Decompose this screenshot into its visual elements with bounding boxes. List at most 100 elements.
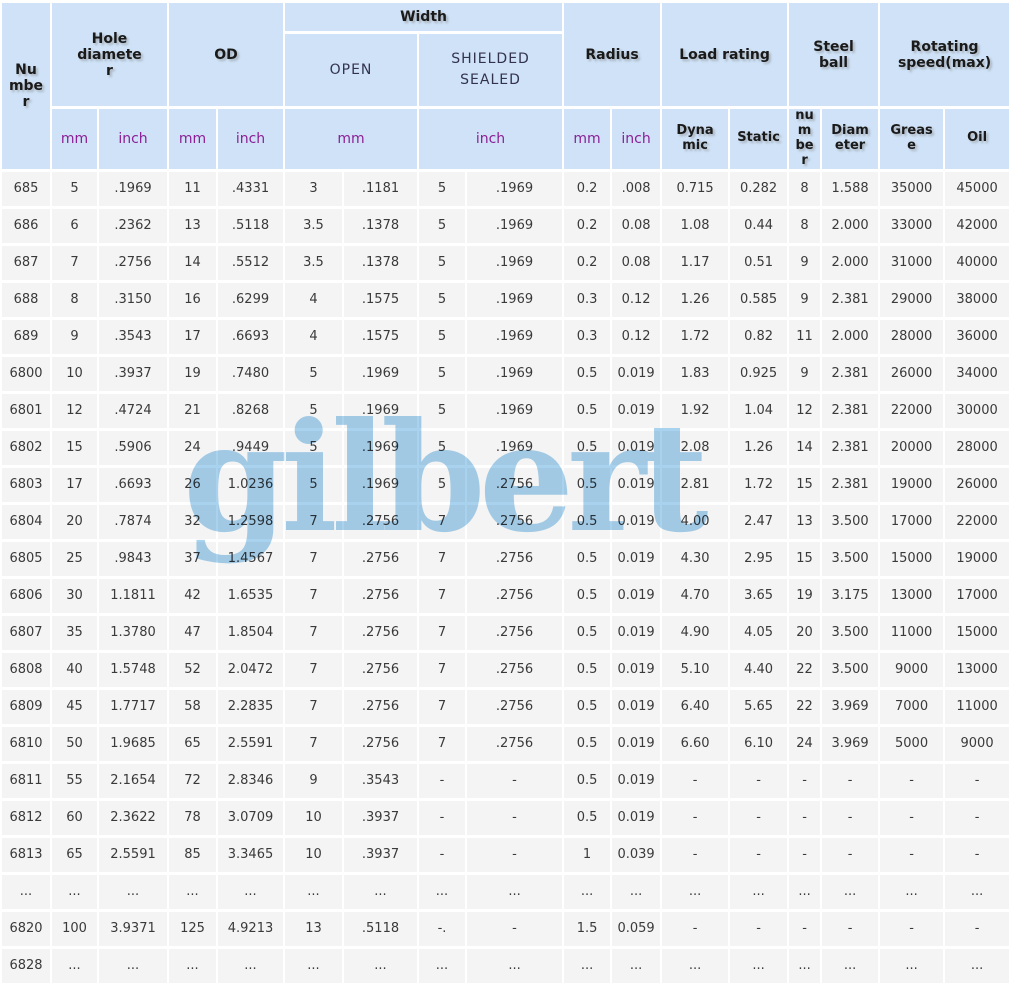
- table-row: 6801 12.4724 21.8268 5.1969 5.1969 0.5 0.019 1.…: [2, 393, 1009, 428]
- table-cell: 6812: [2, 800, 50, 835]
- table-cell: 29000: [880, 282, 944, 317]
- table-cell: ...: [52, 874, 97, 909]
- table-cell: 1.1811: [99, 578, 167, 613]
- table-cell: -: [945, 837, 1009, 872]
- table-cell: 0.5: [564, 800, 611, 835]
- table-cell: ...: [880, 948, 944, 983]
- table-cell: 1.72: [730, 467, 788, 502]
- table-cell: 0.12: [612, 282, 661, 317]
- table-cell: ...: [789, 948, 821, 983]
- table-cell: -: [880, 800, 944, 835]
- table-cell: 0.585: [730, 282, 788, 317]
- table-cell: 50: [52, 726, 97, 761]
- table-cell: 3.175: [822, 578, 879, 613]
- table-cell: 1.7717: [99, 689, 167, 724]
- table-cell: 11: [169, 171, 216, 206]
- header-width: Width: [285, 3, 563, 31]
- table-cell: ...: [822, 874, 879, 909]
- table-cell: ...: [419, 948, 465, 983]
- table-header: Number Hole diameter OD Width Radius Loa…: [2, 3, 1009, 169]
- table-cell: 8: [789, 208, 821, 243]
- table-cell: 6805: [2, 541, 50, 576]
- table-cell: 0.44: [730, 208, 788, 243]
- table-cell: 5: [419, 171, 465, 206]
- table-cell: 20: [52, 504, 97, 539]
- table-cell: .2756: [344, 615, 417, 650]
- table-cell: 4.70: [662, 578, 729, 613]
- table-cell: 15000: [880, 541, 944, 576]
- table-cell: ...: [789, 874, 821, 909]
- table-cell: .5906: [99, 430, 167, 465]
- table-cell: -: [662, 911, 729, 946]
- table-cell: 2.2835: [218, 689, 283, 724]
- table-cell: 2.81: [662, 467, 729, 502]
- table-cell: 9: [52, 319, 97, 354]
- table-cell: 1.9685: [99, 726, 167, 761]
- table-cell: 6802: [2, 430, 50, 465]
- table-cell: 3.65: [730, 578, 788, 613]
- table-cell: -: [880, 837, 944, 872]
- table-body: 685 5.1969 11.4331 3.1181 5.1969 0.2.008 0.715…: [2, 171, 1009, 983]
- table-cell: 26000: [880, 356, 944, 391]
- table-cell: 6.60: [662, 726, 729, 761]
- table-cell: 28000: [880, 319, 944, 354]
- table-cell: 15: [52, 430, 97, 465]
- table-cell: .1969: [467, 356, 563, 391]
- header-radius-mm: mm: [564, 109, 611, 169]
- table-cell: .5118: [344, 911, 417, 946]
- table-cell: 30: [52, 578, 97, 613]
- table-cell: 5000: [880, 726, 944, 761]
- table-cell: 19: [169, 356, 216, 391]
- header-load-rating: Load rating: [662, 3, 788, 106]
- header-rotating-speed: Rotating speed(max): [880, 3, 1009, 106]
- table-row: 6809 45 1.7717 58 2.2835 7.2756 7.2756 0.5 0.019…: [2, 689, 1009, 724]
- table-cell: 1: [564, 837, 611, 872]
- table-cell: .2362: [99, 208, 167, 243]
- table-cell: 5.10: [662, 652, 729, 687]
- table-cell: 20: [789, 615, 821, 650]
- table-cell: .1969: [99, 171, 167, 206]
- table-cell: 1.2598: [218, 504, 283, 539]
- table-cell: 42: [169, 578, 216, 613]
- header-oil: Oil: [945, 109, 1009, 169]
- table-cell: .2756: [344, 652, 417, 687]
- table-cell: .3937: [99, 356, 167, 391]
- table-cell: 7: [285, 541, 342, 576]
- table-cell: ...: [730, 874, 788, 909]
- table-cell: ...: [99, 948, 167, 983]
- table-row: 685 5.1969 11.4331 3.1181 5.1969 0.2.008 0.715…: [2, 171, 1009, 206]
- table-cell: 30000: [945, 393, 1009, 428]
- table-cell: 686: [2, 208, 50, 243]
- table-cell: 7: [419, 615, 465, 650]
- table-cell: 0.5: [564, 578, 611, 613]
- header-hole-diameter: Hole diameter: [52, 3, 167, 106]
- table-cell: 0.5: [564, 356, 611, 391]
- header-number: Number: [2, 3, 50, 169]
- table-cell: ...: [945, 874, 1009, 909]
- table-cell: ...: [52, 948, 97, 983]
- table-cell: 5: [419, 208, 465, 243]
- table-cell: .6693: [218, 319, 283, 354]
- table-cell: 4.90: [662, 615, 729, 650]
- table-cell: 33000: [880, 208, 944, 243]
- table-cell: 1.6535: [218, 578, 283, 613]
- table-cell: .2756: [344, 689, 417, 724]
- table-cell: 7: [52, 245, 97, 280]
- header-ball-number: number: [789, 109, 821, 169]
- table-cell: 5: [419, 430, 465, 465]
- table-row: 686 6.2362 13.5118 3.5.1378 5.1969 0.2 0.08 1.0…: [2, 208, 1009, 243]
- table-cell: ...: [169, 948, 216, 983]
- table-cell: 6811: [2, 763, 50, 798]
- table-cell: 17: [52, 467, 97, 502]
- table-cell: 0.019: [612, 763, 661, 798]
- table-cell: 0.019: [612, 467, 661, 502]
- table-cell: 78: [169, 800, 216, 835]
- table-cell: .3937: [344, 800, 417, 835]
- table-cell: .1378: [344, 245, 417, 280]
- table-cell: 0.2: [564, 245, 611, 280]
- table-cell: .3543: [344, 763, 417, 798]
- table-cell: -: [662, 763, 729, 798]
- table-cell: -: [945, 911, 1009, 946]
- table-cell: 60: [52, 800, 97, 835]
- table-cell: 0.019: [612, 800, 661, 835]
